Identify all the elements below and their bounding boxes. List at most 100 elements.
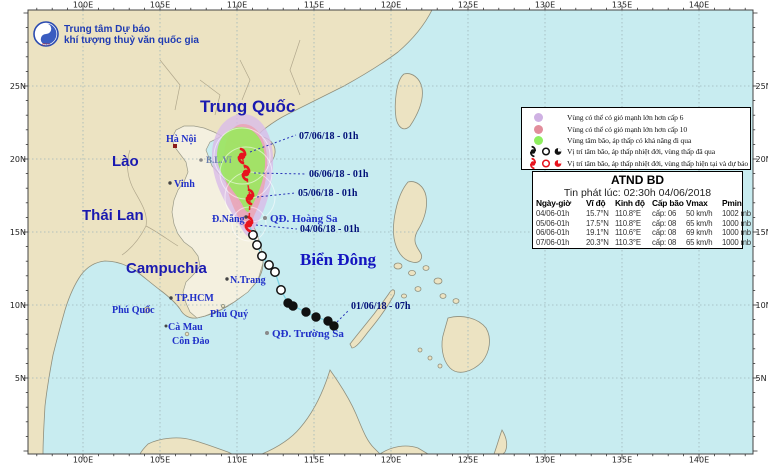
cap6-area-icon: [525, 113, 567, 123]
axis-label-left: 15N: [10, 228, 26, 237]
axis-labels: 100E 105E 110E 115E 120E 125E 130E 135E 140E 100E…: [10, 1, 768, 464]
cell-lat: 19.1°N: [586, 228, 609, 238]
past-label-leader: [336, 309, 350, 323]
label-east-sea: Biển Đông: [300, 250, 377, 269]
cell-lat: 15.7°N: [586, 208, 609, 218]
axis-label-bottom: 130E: [535, 456, 555, 464]
forecast-table: Ngày-giờ Vĩ độ Kinh độ Cấp bão Vmax Pmin…: [536, 198, 751, 248]
axis-label-bottom: 115E: [304, 456, 324, 464]
axis-label-bottom: 140E: [689, 456, 709, 464]
forecast-date-label: 05/06/18 - 01h: [298, 188, 358, 199]
axis-label-bottom: 100E: [73, 456, 93, 464]
axis-label-right: 25N: [756, 82, 768, 91]
hanoi-marker: [173, 144, 177, 148]
legend-row-forecast-symbols: Vị trí tâm bão, áp thấp nhiệt đới, vùng …: [525, 157, 748, 169]
axis-ticks: [23, 5, 758, 459]
past-depression-point: [248, 230, 258, 240]
cell-pmin: 1000 mb: [722, 238, 751, 248]
cell-lat: 17.5°N: [586, 218, 609, 228]
label-hoangsa: QĐ. Hoàng Sa: [270, 213, 338, 225]
axis-label-right: 5N: [756, 374, 767, 383]
past-low-point: [288, 301, 298, 311]
con-dao-island: [184, 331, 190, 337]
forecast-table-panel: ATND BD Tin phát lúc: 02:30h 04/06/2018 …: [532, 171, 751, 249]
label-vinh: Vinh: [174, 179, 195, 190]
axis-label-bottom: 135E: [612, 456, 632, 464]
label-phuquy: Phú Quý: [210, 309, 248, 320]
axis-label-top: 115E: [304, 1, 324, 10]
axis-label-left: 25N: [10, 82, 26, 91]
cell-vmax: 65 km/h: [686, 218, 713, 228]
storm-name-title: ATND BD: [610, 173, 665, 187]
axis-label-left: 5N: [15, 374, 26, 383]
cell-lon: 110.6°E: [615, 228, 641, 238]
forecast-date-label: 04/06/18 - 01h: [300, 224, 360, 235]
axis-label-right: 15N: [756, 228, 768, 237]
cell-level: cấp: 08: [652, 238, 677, 248]
cap10-area-icon: [525, 124, 567, 134]
axis-label-left: 20N: [10, 155, 26, 164]
axis-label-top: 140E: [689, 1, 709, 10]
hoangsa-marker: [263, 216, 267, 220]
past-track: 01/06/18 - 07h: [248, 223, 411, 331]
axis-label-bottom: 120E: [381, 456, 401, 464]
cell-vmax: 65 km/h: [686, 238, 713, 248]
past-depression-point: [252, 240, 262, 250]
cell-vmax: 69 km/h: [686, 228, 713, 238]
forecast-date-label: 07/06/18 - 01h: [299, 131, 359, 142]
cell-lon: 110.8°E: [615, 218, 641, 228]
cell-lat: 20.3°N: [586, 238, 609, 248]
label-thailand: Thái Lan: [82, 207, 144, 224]
past-depression-point: [264, 260, 274, 270]
label-china: Trung Quốc: [200, 97, 295, 116]
col-header-lon: Kinh độ: [615, 198, 645, 208]
axis-label-top: 130E: [535, 1, 555, 10]
cell-datetime: 04/06-01h: [536, 208, 570, 218]
legend-row-cap6: Vùng có thể có gió mạnh lớn hơn cấp 6: [525, 112, 747, 123]
truongsa-marker: [265, 331, 269, 335]
track-zone-icon: [525, 135, 567, 145]
label-tphcm: TP.HCM: [175, 293, 214, 304]
bachlongvi-marker: [199, 158, 203, 162]
past-position-icons: [525, 145, 567, 158]
forecast-date-label: 06/06/18 - 01h: [309, 169, 369, 180]
cell-level: cấp: 08: [652, 228, 677, 238]
legend-label: Vùng có thể có gió mạnh lớn hơn cấp 6: [567, 113, 684, 123]
sumatra-island: [139, 437, 233, 454]
forecast-label-leader: [256, 192, 296, 198]
luzon-island: [393, 181, 427, 263]
axis-label-top: 125E: [458, 1, 478, 10]
cell-datetime: 06/06-01h: [536, 228, 570, 238]
org-header: KTTV Trung tâm Dự báo khí tượng thuỷ văn…: [33, 21, 199, 47]
label-laos: Lào: [112, 153, 139, 170]
legend-row-past-symbols: Vị trí tâm bão, áp thấp nhiệt đới, vùng …: [525, 145, 747, 158]
phu-quy-island: [220, 303, 225, 308]
tphcm-marker: [169, 296, 173, 300]
sulawesi-island: [493, 429, 508, 454]
label-condao: Côn Đảo: [172, 336, 210, 347]
col-header-level: Cấp bão: [652, 198, 684, 208]
label-camau: Cà Mau: [168, 322, 203, 333]
past-low-point: [329, 321, 339, 331]
issued-time: Tin phát lúc: 02:30h 04/06/2018: [563, 187, 712, 199]
borneo-island: [261, 369, 429, 454]
past-depression-point: [257, 251, 267, 261]
axis-label-top: 120E: [381, 1, 401, 10]
past-low-point: [311, 312, 321, 322]
camau-marker: [164, 324, 168, 328]
cell-datetime: 07/06-01h: [536, 238, 570, 248]
cell-vmax: 50 km/h: [686, 208, 713, 218]
label-cambodia: Campuchia: [126, 260, 208, 277]
cell-pmin: 1000 mb: [722, 218, 751, 228]
legend-panel: Vùng có thể có gió mạnh lớn hơn cấp 6 Vù…: [521, 107, 751, 170]
label-hanoi: Hà Nội: [166, 134, 197, 145]
taiwan-island: [394, 73, 423, 130]
org-name-line2: khí tượng thuỷ văn quốc gia: [64, 35, 199, 46]
palawan-island: [349, 289, 396, 349]
axis-label-top: 110E: [227, 1, 247, 10]
cell-pmin: 1002 mb: [722, 208, 751, 218]
nhatrang-marker: [225, 277, 229, 281]
col-header-pmin: Pmin: [722, 198, 742, 208]
axis-label-right: 10N: [756, 301, 768, 310]
